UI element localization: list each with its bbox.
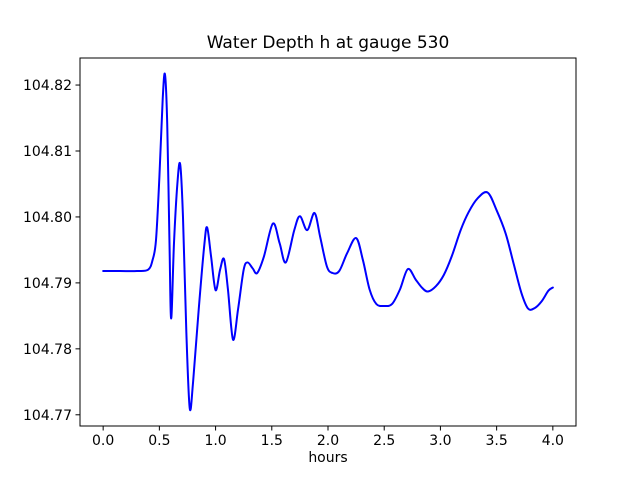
y-tick-label: 104.80 [23,210,72,226]
water-depth-line [102,72,554,412]
x-tick-label: 2.0 [317,433,339,449]
x-tick-label: 4.0 [542,433,564,449]
x-tick-label: 3.5 [485,433,507,449]
x-tick-label: 2.5 [373,433,395,449]
x-axis: 0.0 0.5 1.0 1.5 2.0 2.5 3.0 3.5 4.0 [92,426,564,449]
x-tick-label: 0.0 [92,433,114,449]
x-tick-label: 3.0 [429,433,451,449]
y-axis: 104.77 104.78 104.79 104.80 104.81 104.82 [23,78,80,424]
y-tick-label: 104.82 [23,78,72,94]
x-tick-label: 1.0 [204,433,226,449]
x-tick-label: 0.5 [148,433,170,449]
chart-title: Water Depth h at gauge 530 [207,33,450,53]
plot-area [79,57,577,427]
y-tick-label: 104.77 [23,408,72,424]
x-axis-label: hours [308,450,347,466]
y-tick-label: 104.78 [23,342,72,358]
series-group [102,72,554,412]
y-tick-label: 104.79 [23,276,72,292]
x-tick-label: 1.5 [261,433,283,449]
y-tick-label: 104.81 [23,144,72,160]
